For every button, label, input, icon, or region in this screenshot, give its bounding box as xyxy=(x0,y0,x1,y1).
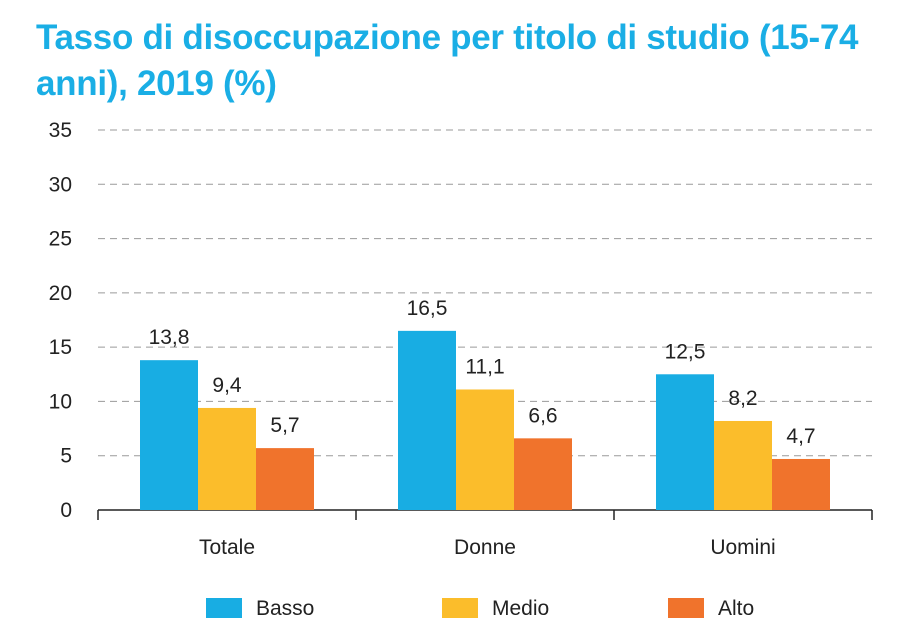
data-label: 4,7 xyxy=(786,425,815,448)
y-tick-label: 25 xyxy=(49,228,72,251)
legend-label-alto: Alto xyxy=(718,597,754,620)
bar-alto-totale xyxy=(256,448,314,510)
bar-basso-uomini xyxy=(656,374,714,510)
data-label: 13,8 xyxy=(149,326,190,349)
x-category-label: Donne xyxy=(454,536,516,559)
chart-title-line-2: anni), 2019 (%) xyxy=(36,64,277,103)
y-tick-label: 15 xyxy=(49,336,72,359)
bar-medio-totale xyxy=(198,407,256,510)
y-tick-label: 0 xyxy=(60,499,72,522)
y-tick-label: 10 xyxy=(49,390,72,413)
x-category-label: Uomini xyxy=(710,536,775,559)
data-label: 5,7 xyxy=(270,414,299,437)
legend-swatch-basso xyxy=(206,598,242,618)
data-label: 12,5 xyxy=(665,340,706,363)
legend-label-medio: Medio xyxy=(492,597,549,620)
bar-alto-uomini xyxy=(772,458,830,510)
bar-alto-donne xyxy=(514,438,572,510)
legend-swatch-alto xyxy=(668,598,704,618)
data-label: 8,2 xyxy=(728,387,757,410)
chart-title-line-1: Tasso di disoccupazione per titolo di st… xyxy=(36,18,859,57)
y-tick-label: 35 xyxy=(49,119,72,142)
y-tick-label: 5 xyxy=(60,445,72,468)
x-category-label: Totale xyxy=(199,536,255,559)
data-label: 6,6 xyxy=(528,404,557,427)
legend-label-basso: Basso xyxy=(256,597,314,620)
y-tick-label: 20 xyxy=(49,282,72,305)
legend-swatch-medio xyxy=(442,598,478,618)
bar-basso-totale xyxy=(140,360,198,510)
data-label: 16,5 xyxy=(407,297,448,320)
bar-basso-donne xyxy=(398,330,456,510)
data-label: 11,1 xyxy=(465,355,504,378)
bar-medio-uomini xyxy=(714,420,772,510)
bar-medio-donne xyxy=(456,389,514,510)
data-label: 9,4 xyxy=(212,374,242,397)
y-tick-label: 30 xyxy=(49,173,72,196)
